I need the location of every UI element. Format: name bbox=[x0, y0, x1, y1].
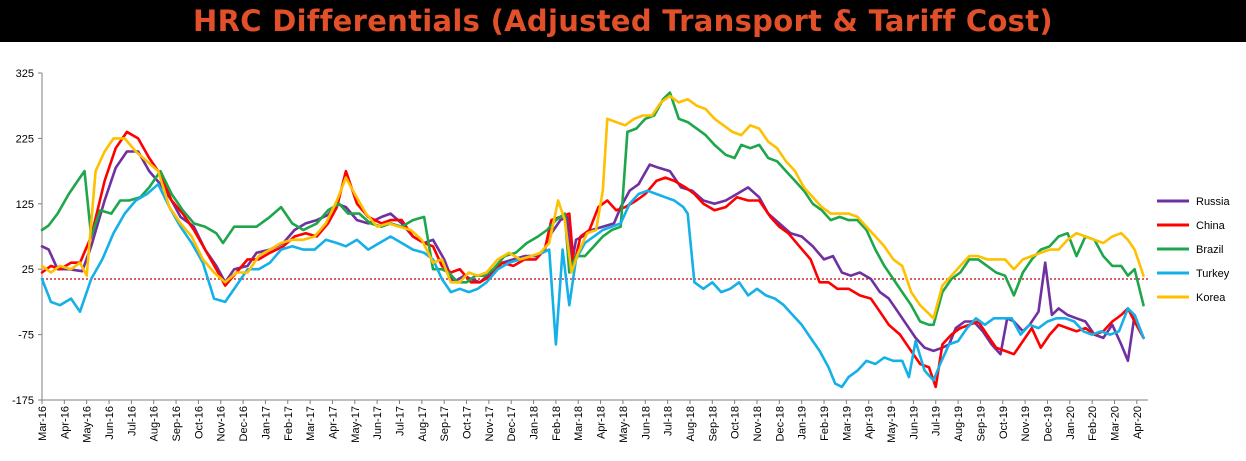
title-banner: HRC Differentials (Adjusted Transport & … bbox=[0, 0, 1246, 42]
x-tick-label: Dec-19 bbox=[1042, 406, 1054, 441]
x-tick-label: Oct-16 bbox=[193, 406, 205, 439]
x-tick-label: Mar-18 bbox=[573, 406, 585, 441]
x-tick-label: Feb-20 bbox=[1087, 406, 1099, 441]
x-tick-label: Jun-17 bbox=[372, 406, 384, 440]
x-tick-label: Jan-19 bbox=[797, 406, 809, 440]
x-tick-label: Feb-17 bbox=[283, 406, 295, 441]
x-tick-label: Jan-20 bbox=[1065, 406, 1077, 440]
x-tick-label: Mar-19 bbox=[841, 406, 853, 441]
x-tick-label: Jun-16 bbox=[104, 406, 116, 440]
x-tick-label: Nov-18 bbox=[752, 406, 764, 441]
series-line-brazil bbox=[40, 91, 1145, 327]
series-line-china bbox=[40, 130, 1145, 389]
x-tick-label: Feb-19 bbox=[819, 406, 831, 441]
y-tick-label: 25 bbox=[22, 264, 34, 276]
x-tick-label: Nov-17 bbox=[484, 406, 496, 441]
series-line-russia bbox=[40, 150, 1145, 363]
legend-label-brazil: Brazil bbox=[1196, 244, 1224, 256]
x-tick-label: Apr-18 bbox=[596, 406, 608, 439]
chart-title: HRC Differentials (Adjusted Transport & … bbox=[193, 4, 1053, 38]
x-tick-label: Dec-17 bbox=[506, 406, 518, 441]
x-tick-label: Apr-20 bbox=[1132, 406, 1144, 439]
y-tick-label: -75 bbox=[18, 330, 34, 342]
x-tick-label: May-17 bbox=[350, 406, 362, 443]
x-tick-label: Jul-17 bbox=[394, 406, 406, 436]
x-tick-label: Aug-18 bbox=[685, 406, 697, 441]
x-tick-label: Jul-18 bbox=[663, 406, 675, 436]
y-axis: 325 225 125 25 -75 -175 bbox=[12, 68, 43, 407]
x-tick-label: Mar-20 bbox=[1109, 406, 1121, 441]
x-tick-label: Aug-19 bbox=[953, 406, 965, 441]
series-line-korea bbox=[40, 94, 1145, 320]
x-tick-label: Aug-16 bbox=[149, 406, 161, 441]
x-tick-label: Feb-18 bbox=[551, 406, 563, 441]
x-tick-label: Aug-17 bbox=[417, 406, 429, 441]
x-tick-label: Jun-19 bbox=[908, 406, 920, 440]
series-line-turkey bbox=[40, 182, 1145, 389]
legend-label-russia: Russia bbox=[1196, 196, 1231, 208]
x-tick-label: May-18 bbox=[618, 406, 630, 443]
x-tick-label: Sep-18 bbox=[707, 406, 719, 441]
x-tick-label: Sep-16 bbox=[171, 406, 183, 441]
x-tick-label: Sep-17 bbox=[439, 406, 451, 441]
x-tick-label: May-16 bbox=[82, 406, 94, 443]
x-axis: Mar-16 Apr-16 May-16 Jun-16 Jul-16 Aug-16 Sep-… bbox=[37, 399, 1148, 443]
x-tick-label: Apr-16 bbox=[59, 406, 71, 439]
legend: Russia China Brazil Turkey Korea bbox=[1157, 196, 1231, 304]
y-tick-label: 225 bbox=[16, 133, 34, 145]
y-tick-label: 125 bbox=[16, 199, 34, 211]
legend-label-turkey: Turkey bbox=[1196, 268, 1230, 280]
legend-label-china: China bbox=[1196, 220, 1226, 232]
x-tick-label: Mar-17 bbox=[305, 406, 317, 441]
x-tick-label: Dec-16 bbox=[238, 406, 250, 441]
x-tick-label: Mar-16 bbox=[37, 406, 49, 441]
legend-label-korea: Korea bbox=[1196, 292, 1226, 304]
x-tick-label: Oct-17 bbox=[462, 406, 474, 439]
y-tick-label: -175 bbox=[12, 395, 34, 407]
x-tick-label: Dec-18 bbox=[774, 406, 786, 441]
x-tick-label: Jan-18 bbox=[529, 406, 541, 440]
x-tick-label: Nov-19 bbox=[1020, 406, 1032, 441]
x-tick-label: Oct-19 bbox=[998, 406, 1010, 439]
x-tick-label: Jan-17 bbox=[260, 406, 272, 440]
line-chart: 325 225 125 25 -75 -175 Mar-16 Apr-16 May-16 Jun… bbox=[12, 68, 1231, 443]
x-tick-label: Sep-19 bbox=[975, 406, 987, 441]
x-tick-label: Jul-16 bbox=[126, 406, 138, 436]
x-tick-label: Jun-18 bbox=[640, 406, 652, 440]
x-tick-label: Apr-17 bbox=[327, 406, 339, 439]
x-tick-label: Apr-19 bbox=[864, 406, 876, 439]
x-tick-label: Jul-19 bbox=[931, 406, 943, 436]
x-tick-label: May-19 bbox=[886, 406, 898, 443]
y-tick-label: 325 bbox=[16, 68, 34, 80]
series-layer bbox=[40, 91, 1145, 389]
x-tick-label: Nov-16 bbox=[216, 406, 228, 441]
x-tick-label: Oct-18 bbox=[730, 406, 742, 439]
